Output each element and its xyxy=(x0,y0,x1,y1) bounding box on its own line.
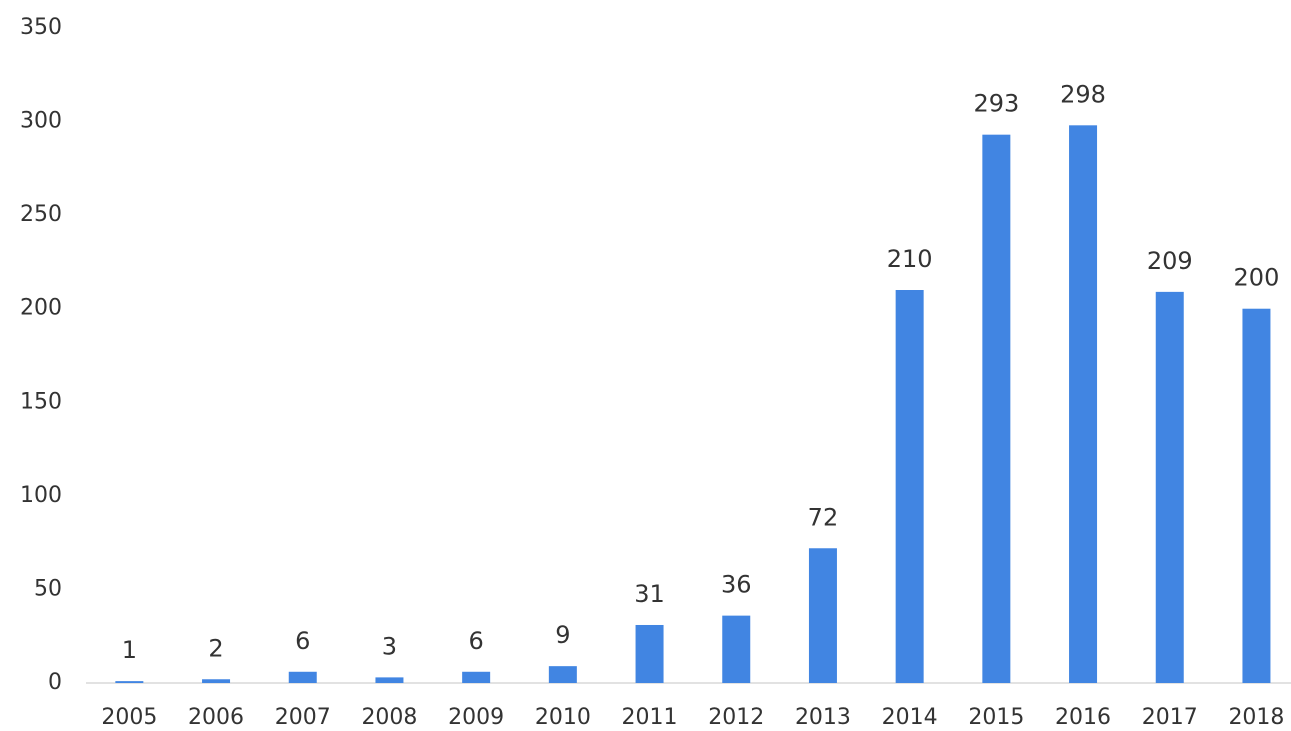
x-tick-label: 2016 xyxy=(1055,705,1111,730)
y-tick-label: 300 xyxy=(20,109,62,134)
data-label: 36 xyxy=(721,571,752,599)
data-label: 200 xyxy=(1234,264,1280,292)
y-tick-label: 250 xyxy=(20,202,62,227)
bar xyxy=(548,666,577,683)
data-label: 72 xyxy=(808,503,839,531)
x-tick-label: 2005 xyxy=(101,705,157,730)
y-tick-label: 100 xyxy=(20,483,62,508)
x-tick-label: 2009 xyxy=(448,705,504,730)
bar xyxy=(895,290,924,683)
data-label: 293 xyxy=(973,90,1019,118)
data-label: 298 xyxy=(1060,80,1106,108)
data-label: 31 xyxy=(634,580,665,608)
bar xyxy=(115,681,144,683)
data-label: 2 xyxy=(208,634,223,662)
data-label: 210 xyxy=(887,245,933,273)
y-tick-label: 350 xyxy=(20,15,62,40)
bar xyxy=(808,548,837,683)
bar xyxy=(288,671,317,683)
x-tick-label: 2015 xyxy=(968,705,1024,730)
bar xyxy=(1069,125,1098,684)
x-tick-label: 2008 xyxy=(361,705,417,730)
y-tick-label: 200 xyxy=(20,296,62,321)
bar xyxy=(722,615,751,683)
y-tick-label: 50 xyxy=(34,576,62,601)
bar xyxy=(202,679,231,683)
x-tick-label: 2006 xyxy=(188,705,244,730)
data-label: 6 xyxy=(295,627,310,655)
x-tick-label: 2017 xyxy=(1142,705,1198,730)
y-tick-label: 0 xyxy=(48,670,62,695)
bar xyxy=(982,134,1011,683)
bar xyxy=(1242,308,1271,683)
data-label: 3 xyxy=(382,632,397,660)
x-tick-label: 2014 xyxy=(882,705,938,730)
bar xyxy=(375,677,404,683)
x-tick-label: 2007 xyxy=(275,705,331,730)
data-label: 1 xyxy=(122,636,137,664)
x-tick-label: 2010 xyxy=(535,705,591,730)
data-label: 9 xyxy=(555,621,570,649)
x-tick-label: 2018 xyxy=(1228,705,1284,730)
data-label: 6 xyxy=(469,627,484,655)
bar xyxy=(462,671,491,683)
bar xyxy=(1155,291,1184,683)
x-tick-label: 2011 xyxy=(622,705,678,730)
x-tick-label: 2012 xyxy=(708,705,764,730)
y-tick-label: 150 xyxy=(20,389,62,414)
data-label: 209 xyxy=(1147,247,1193,275)
bar xyxy=(635,624,664,683)
x-tick-label: 2013 xyxy=(795,705,851,730)
